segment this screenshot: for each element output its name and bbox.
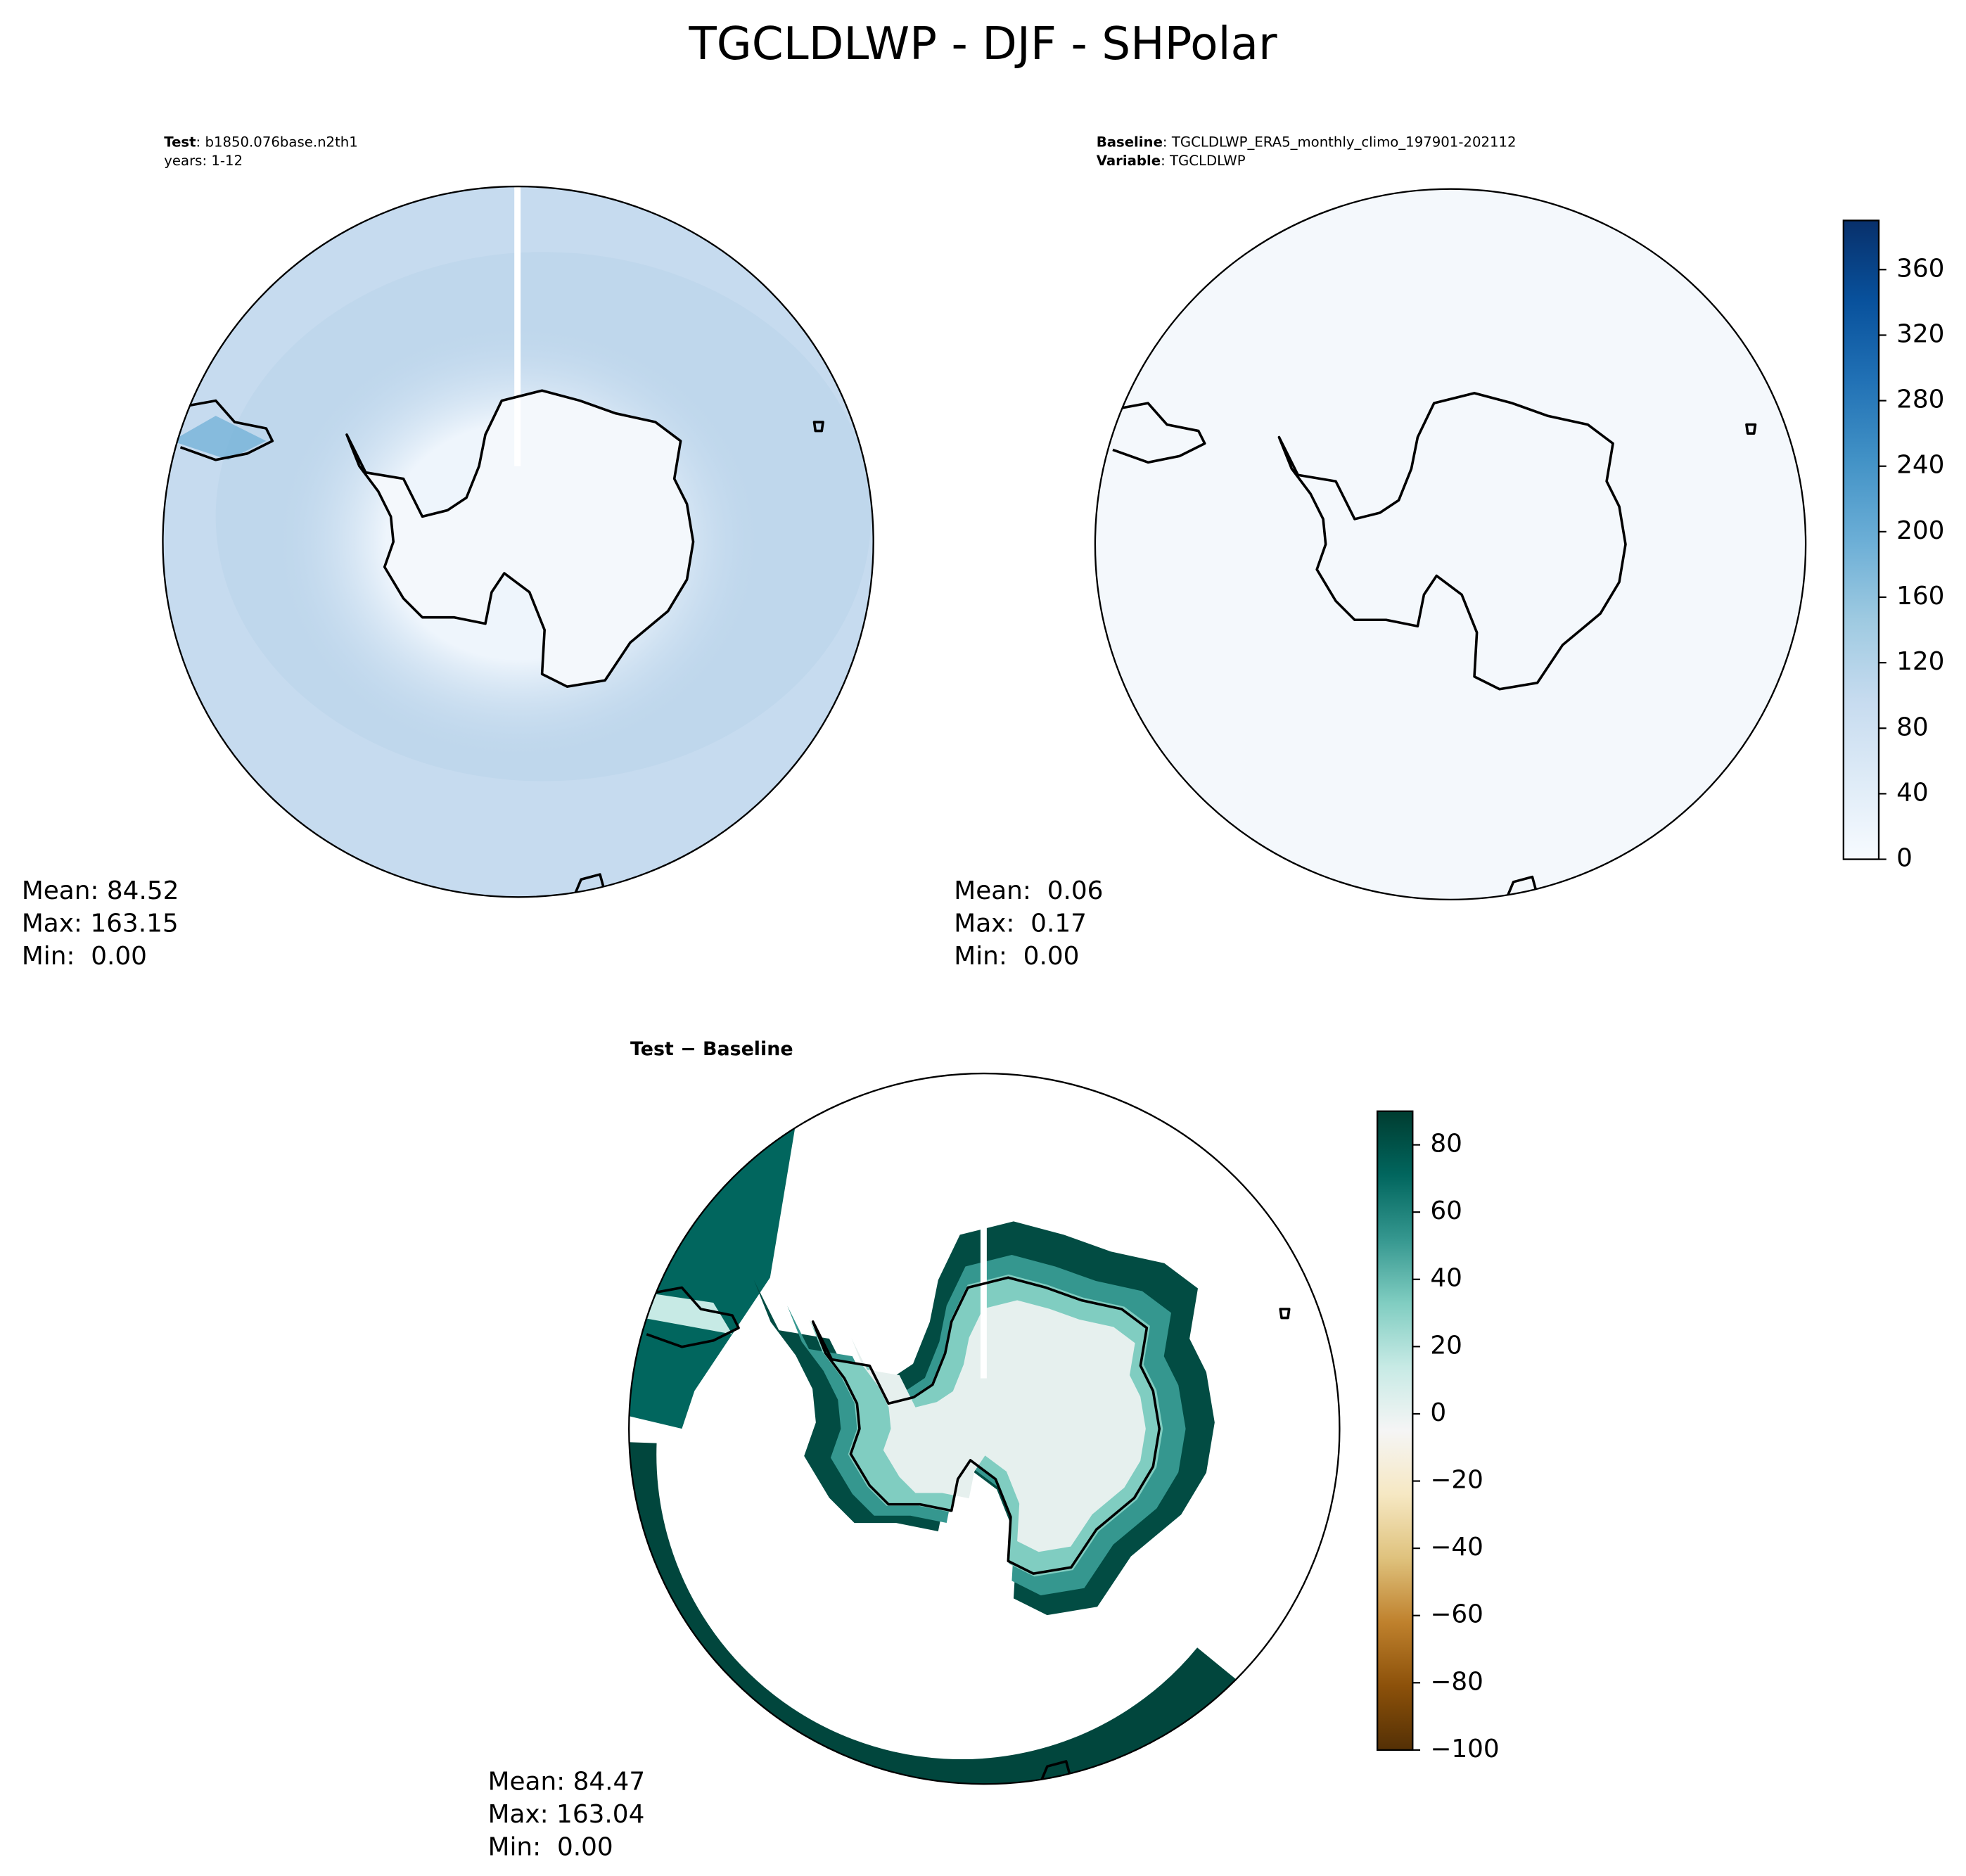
colorbar — [1842, 219, 1880, 860]
stat-line: Min: 0.00 — [488, 1833, 613, 1862]
figure-title: TGCLDLWP - DJF - SHPolar — [688, 18, 1277, 70]
colorbar — [1376, 1110, 1414, 1751]
map-baseline — [1094, 188, 1807, 901]
stat-line: Max: 163.04 — [488, 1800, 645, 1829]
colorbar-tick-label: 280 — [1896, 385, 1944, 414]
colorbar-tick-label: 80 — [1896, 713, 1929, 741]
colorbar-tick-label: 40 — [1430, 1264, 1462, 1293]
stat-line: Mean: 84.47 — [488, 1767, 646, 1796]
colorbar-tick-label: 360 — [1896, 254, 1944, 283]
stat-line: Mean: 84.52 — [22, 876, 179, 905]
colorbar-tick-label: −100 — [1430, 1735, 1499, 1763]
colorbar-tick-label: −80 — [1430, 1667, 1483, 1696]
panel-header: Test − Baseline — [630, 1038, 793, 1060]
panel-header: Variable: TGCLDLWP — [1097, 153, 1246, 169]
colorbar-tick-label: 0 — [1896, 844, 1913, 873]
colorbar-tick-label: 80 — [1430, 1130, 1462, 1159]
header-text: : TGCLDLWP — [1161, 153, 1246, 169]
colorbar-tick-label: −40 — [1430, 1533, 1483, 1562]
colorbar-tick-label: 160 — [1896, 582, 1944, 611]
stat-line: Max: 163.15 — [22, 910, 179, 938]
colorbar-tick-label: 0 — [1430, 1398, 1446, 1427]
colorbar-tick-label: 20 — [1430, 1331, 1462, 1360]
header-text: : TGCLDLWP_ERA5_monthly_climo_197901-202… — [1163, 134, 1517, 150]
colorbar-tick-label: 320 — [1896, 319, 1944, 348]
panel-header: years: 1-12 — [164, 153, 243, 169]
header-key: Test — [164, 134, 196, 150]
colorbar-tick-label: 200 — [1896, 516, 1944, 545]
colorbar-tick-label: −60 — [1430, 1600, 1483, 1629]
header-key: Test − Baseline — [630, 1038, 793, 1060]
panel-header: Test: b1850.076base.n2th1 — [164, 134, 358, 150]
colorbar-tick-label: 40 — [1896, 778, 1929, 807]
stat-line: Mean: 0.06 — [954, 876, 1103, 905]
panel-header: Baseline: TGCLDLWP_ERA5_monthly_climo_19… — [1097, 134, 1517, 150]
header-key: Variable — [1097, 153, 1161, 169]
stat-line: Min: 0.00 — [954, 942, 1079, 971]
colorbar-tick-label: 60 — [1430, 1197, 1462, 1225]
header-key: Baseline — [1097, 134, 1163, 150]
stat-line: Min: 0.00 — [22, 942, 147, 971]
stat-line: Max: 0.17 — [954, 910, 1087, 938]
colorbar-tick-label: 120 — [1896, 647, 1944, 676]
header-text: years: 1-12 — [164, 153, 243, 169]
map-test — [162, 185, 874, 898]
colorbar-tick-label: 240 — [1896, 451, 1944, 480]
header-text: : b1850.076base.n2th1 — [196, 134, 358, 150]
colorbar-tick-label: −20 — [1430, 1466, 1483, 1495]
map-difference — [628, 1072, 1341, 1785]
